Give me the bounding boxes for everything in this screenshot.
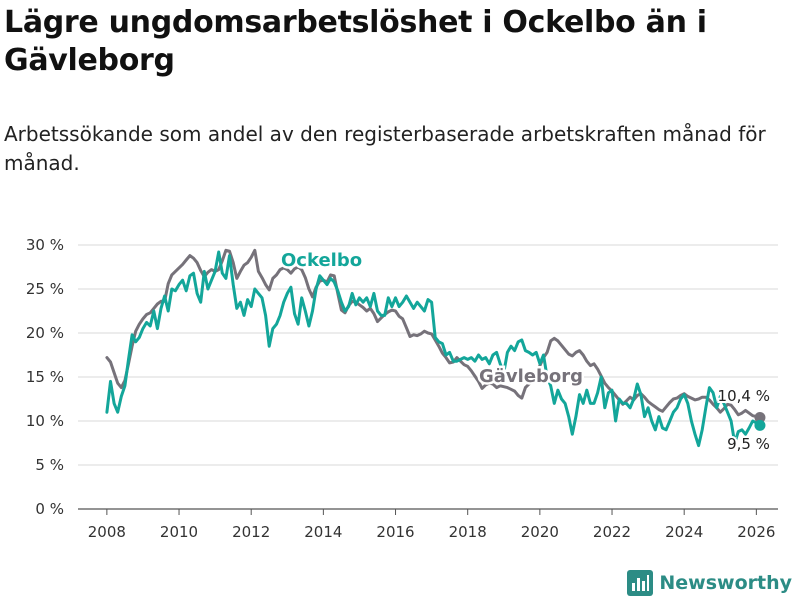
y-tick-label: 25 % <box>26 280 64 298</box>
end-value-label-gavleborg: 10,4 % <box>718 387 770 405</box>
chart-subtitle: Arbetssökande som andel av den registerb… <box>4 122 766 175</box>
x-tick-label: 2024 <box>665 523 703 541</box>
x-tick-label: 2014 <box>304 523 342 541</box>
x-tick-label: 2012 <box>232 523 270 541</box>
end-point-gavleborg <box>754 411 766 423</box>
y-tick-label: 10 % <box>26 412 64 430</box>
brand-logo[interactable]: Newsworthy <box>627 570 792 596</box>
x-tick-label: 2022 <box>593 523 631 541</box>
y-tick-label: 30 % <box>26 236 64 254</box>
brand-name: Newsworthy <box>659 572 792 594</box>
series-label-gavleborg: Gävleborg <box>479 366 583 387</box>
series-line-ockelbo <box>105 250 762 448</box>
series-labels: Ockelbo Gävleborg 10,4 % 9,5 % <box>279 248 772 456</box>
end-point-ockelbo <box>754 419 766 431</box>
y-tick-label: 0 % <box>35 500 64 518</box>
x-tick-label: 2018 <box>449 523 487 541</box>
x-tick-label: 2010 <box>160 523 198 541</box>
x-tick-label: 2020 <box>521 523 559 541</box>
y-tick-label: 15 % <box>26 368 64 386</box>
y-tick-label: 20 % <box>26 324 64 342</box>
y-tick-label: 5 % <box>35 456 64 474</box>
series-label-ockelbo: Ockelbo <box>281 250 362 271</box>
x-tick-label: 2008 <box>88 523 126 541</box>
newsworthy-logo-icon <box>627 570 654 596</box>
end-value-label-ockelbo: 9,5 % <box>727 435 770 453</box>
x-tick-label: 2016 <box>376 523 414 541</box>
chart-title: Lägre ungdomsarbetslöshet i Ockelbo än i… <box>4 5 707 78</box>
x-tick-label: 2026 <box>737 523 775 541</box>
series-lines <box>105 248 766 448</box>
axes: 0 % 5 % 10 % 15 % 20 % 25 % 30 % 2008 2010 2012 20… <box>26 236 776 541</box>
